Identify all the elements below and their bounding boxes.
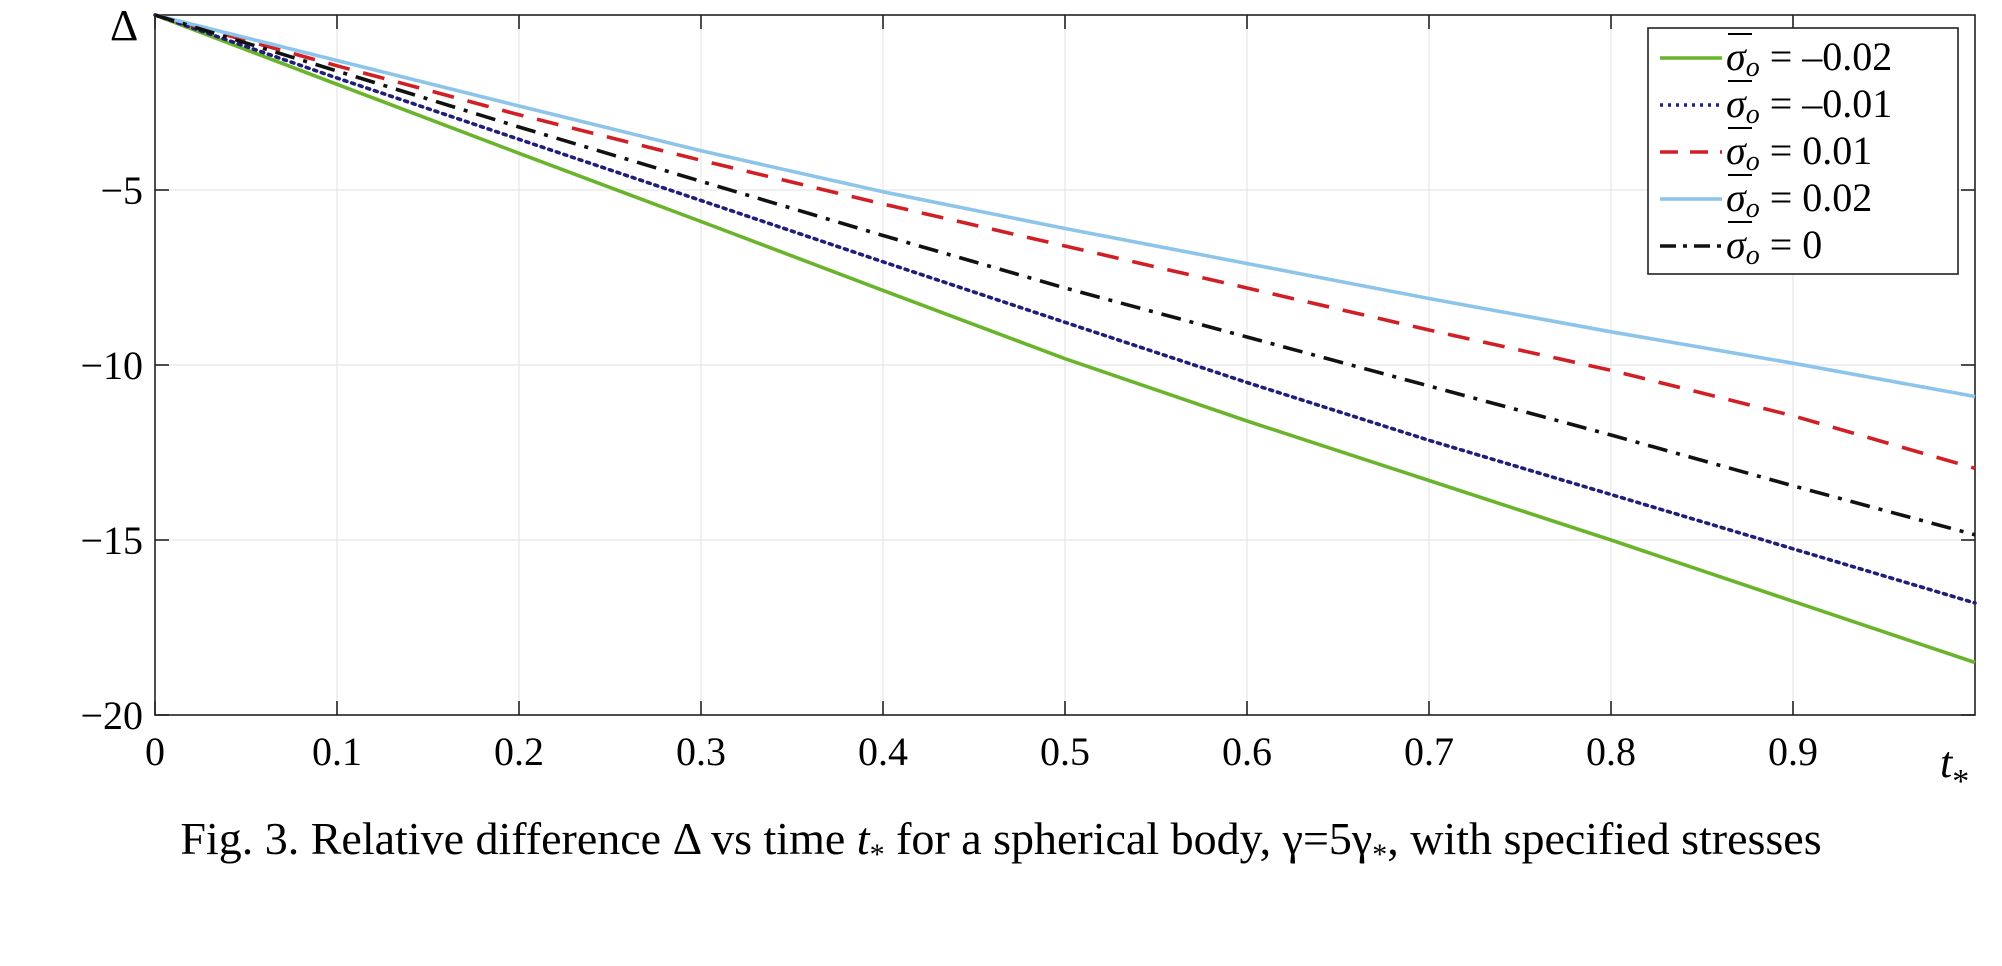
legend-sigma: σ xyxy=(1726,34,1747,79)
x-axis-label: t* xyxy=(1940,738,1969,800)
series-line-2 xyxy=(154,13,1976,471)
y-axis-label: Δ xyxy=(110,1,138,50)
legend-label-0: σo = –0.02 xyxy=(1726,34,1892,83)
caption-part3: , with specified stresses xyxy=(1387,813,1822,864)
x-tick-label: 0.8 xyxy=(1586,729,1636,774)
x-tick-label: 0 xyxy=(145,729,165,774)
x-tick-label: 0.3 xyxy=(676,729,726,774)
legend-sigma: σ xyxy=(1726,81,1747,126)
figure-caption: Fig. 3. Relative difference Δ vs time t*… xyxy=(0,812,2002,872)
x-axis-label-sub: * xyxy=(1952,763,1969,800)
x-axis-label-main: t xyxy=(1940,738,1954,787)
legend-label-1: σo = –0.01 xyxy=(1726,81,1892,130)
legend-label-4: σo = 0 xyxy=(1726,222,1822,271)
legend-value: = 0.02 xyxy=(1760,175,1873,220)
caption-part2: for a spherical body, γ=5γ xyxy=(884,813,1373,864)
series-line-1 xyxy=(153,13,1977,605)
legend-sub: o xyxy=(1746,99,1760,130)
legend-sigma: σ xyxy=(1726,175,1747,220)
x-tick-label: 0.6 xyxy=(1222,729,1272,774)
legend-sub: o xyxy=(1746,193,1760,224)
legend-sub: o xyxy=(1746,240,1760,271)
legend-sigma: σ xyxy=(1726,128,1747,173)
y-tick-label: −15 xyxy=(80,518,143,563)
legend-sub: o xyxy=(1746,146,1760,177)
x-tick-label: 0.4 xyxy=(858,729,908,774)
x-tick-label: 0.7 xyxy=(1404,729,1454,774)
caption-star-2: * xyxy=(1372,838,1388,872)
legend-sigma: σ xyxy=(1726,222,1747,267)
x-tick-label: 0.2 xyxy=(494,729,544,774)
series-line-3 xyxy=(154,13,1976,399)
y-tick-label: −5 xyxy=(100,168,143,213)
y-tick-label: −10 xyxy=(80,343,143,388)
x-tick-label: 0.1 xyxy=(312,729,362,774)
series-lines xyxy=(153,13,1977,665)
legend-value: = 0 xyxy=(1760,222,1823,267)
series-line-0 xyxy=(154,13,1976,665)
legend-label-2: σo = 0.01 xyxy=(1726,128,1872,177)
caption-star: * xyxy=(869,838,885,872)
caption-part1: Fig. 3. Relative difference Δ vs time xyxy=(180,813,857,864)
legend-label-3: σo = 0.02 xyxy=(1726,175,1872,224)
legend-value: = –0.01 xyxy=(1760,81,1893,126)
axis-ticks: 0 0.1 0.2 0.3 0.4 0.5 0.6 0.7 0.8 0.9 −20 −15 −10 −5 xyxy=(80,15,1975,774)
legend-value: = 0.01 xyxy=(1760,128,1873,173)
x-tick-label: 0.5 xyxy=(1040,729,1090,774)
y-tick-label: −20 xyxy=(80,693,143,738)
legend-sub: o xyxy=(1746,52,1760,83)
x-tick-label: 0.9 xyxy=(1768,729,1818,774)
caption-t: t xyxy=(856,813,870,864)
legend-value: = –0.02 xyxy=(1760,34,1893,79)
